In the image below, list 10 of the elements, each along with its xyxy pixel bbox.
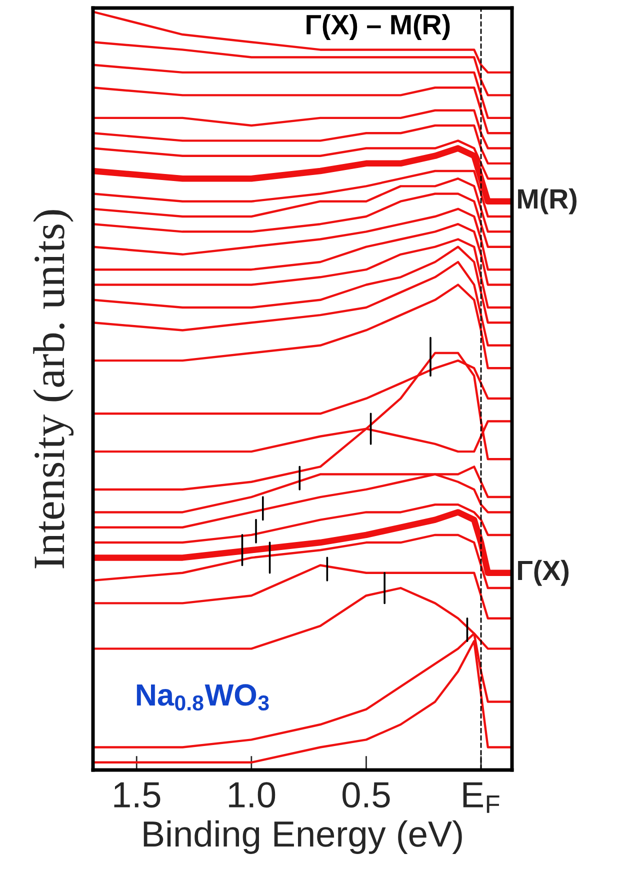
- x-axis-title: Binding Energy (eV): [144, 820, 462, 854]
- series-label: Γ(X): [518, 560, 569, 586]
- x-tick-label: 1.5: [114, 782, 160, 808]
- y-axis-title: Intensity (arb. units): [33, 210, 74, 568]
- annotation: Γ(X) – M(R): [306, 14, 450, 40]
- annotation: Na$_{0.8}$WO$_{3}$: [136, 684, 269, 711]
- x-tick-label: 0.5: [342, 782, 390, 808]
- series-label: M(R): [518, 188, 577, 214]
- x-tick-label: 1.0: [229, 782, 276, 808]
- x-tick-label: E$_{F}$: [463, 782, 500, 813]
